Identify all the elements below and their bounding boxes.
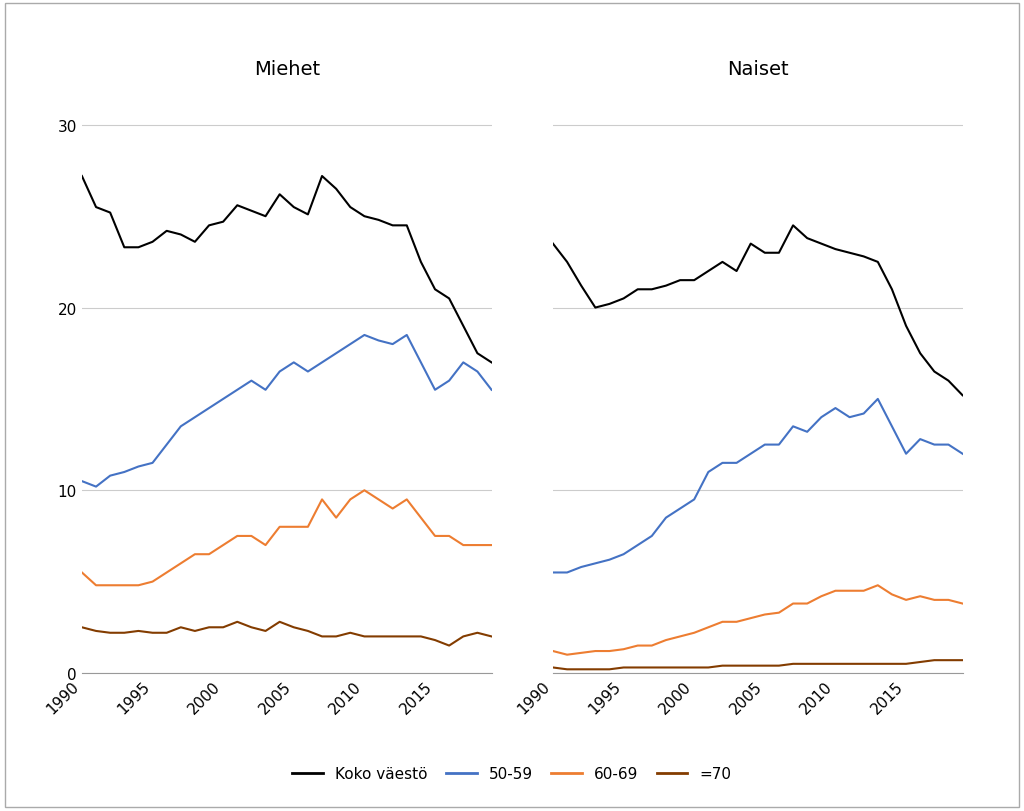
- Title: Naiset: Naiset: [727, 60, 788, 79]
- Title: Miehet: Miehet: [254, 60, 319, 79]
- Legend: Koko väestö, 50-59, 60-69, =70: Koko väestö, 50-59, 60-69, =70: [287, 760, 737, 787]
